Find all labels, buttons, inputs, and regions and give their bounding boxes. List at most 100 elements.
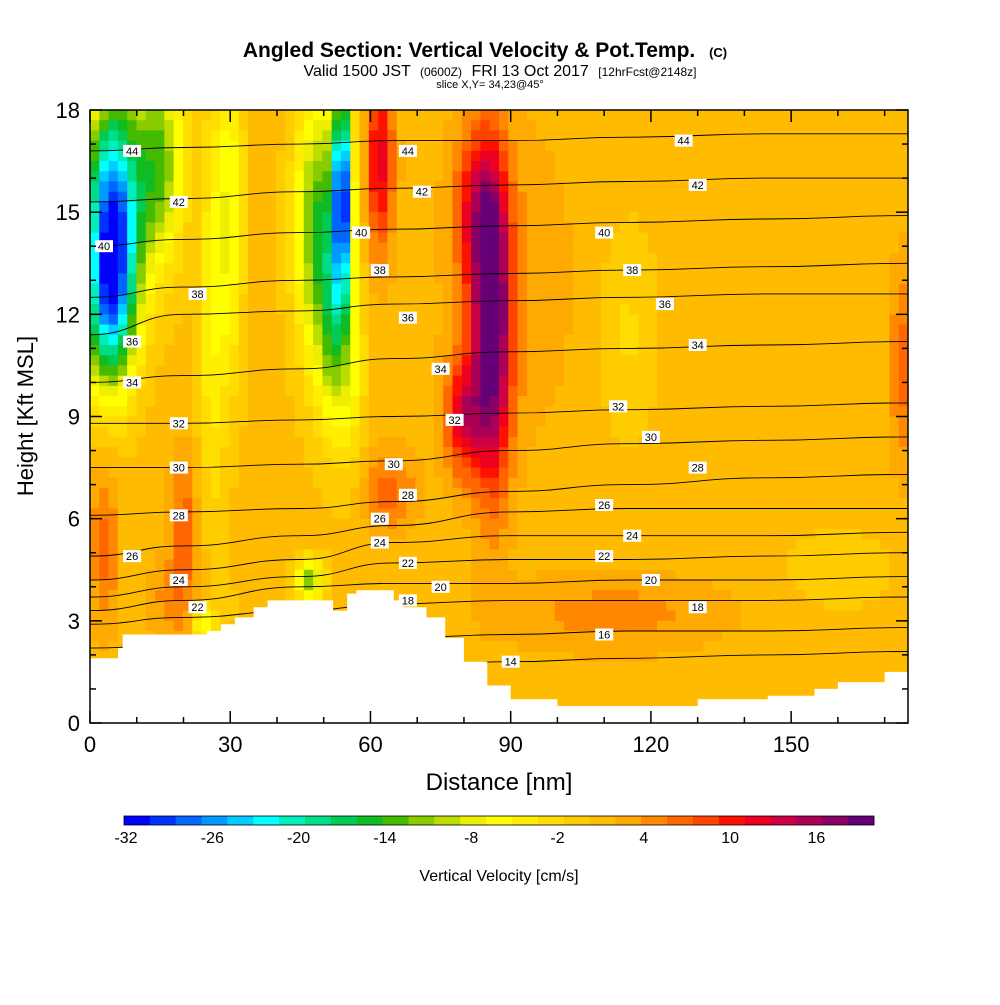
- velocity-cell: [629, 590, 640, 601]
- velocity-cell: [657, 324, 667, 336]
- velocity-cell: [489, 631, 500, 642]
- velocity-cell: [684, 355, 695, 367]
- velocity-cell: [573, 661, 584, 673]
- velocity-cell: [201, 498, 212, 510]
- velocity-cell: [759, 242, 770, 254]
- velocity-cell: [275, 396, 286, 407]
- velocity-cell: [517, 641, 528, 653]
- velocity-cell: [489, 120, 500, 132]
- velocity-cell: [359, 477, 370, 489]
- velocity-cell: [629, 161, 640, 172]
- velocity-cell: [90, 181, 100, 193]
- velocity-cell: [350, 314, 361, 326]
- velocity-cell: [564, 549, 574, 561]
- velocity-cell: [452, 283, 463, 295]
- velocity-cell: [591, 447, 602, 458]
- velocity-cell: [749, 385, 760, 397]
- velocity-cell: [266, 120, 277, 132]
- velocity-cell: [629, 436, 640, 448]
- velocity-cell: [768, 528, 779, 540]
- velocity-cell: [573, 620, 584, 632]
- velocity-cell: [294, 406, 305, 418]
- velocity-cell: [545, 457, 556, 469]
- velocity-cell: [285, 355, 296, 367]
- velocity-cell: [99, 396, 110, 407]
- velocity-cell: [796, 508, 807, 520]
- velocity-cell: [675, 671, 686, 683]
- velocity-cell: [787, 488, 798, 499]
- velocity-cell: [638, 528, 649, 540]
- velocity-cell: [229, 488, 240, 499]
- velocity-cell: [331, 242, 342, 254]
- velocity-cell: [155, 477, 165, 489]
- velocity-cell: [136, 416, 147, 428]
- velocity-cell: [805, 682, 816, 693]
- velocity-cell: [610, 600, 621, 612]
- velocity-cell: [433, 212, 444, 223]
- velocity-cell: [285, 477, 296, 489]
- velocity-cell: [638, 467, 649, 479]
- velocity-cell: [554, 283, 565, 295]
- velocity-cell: [331, 498, 342, 510]
- velocity-cell: [657, 590, 667, 601]
- velocity-cell: [731, 620, 742, 632]
- velocity-cell: [433, 242, 444, 254]
- velocity-cell: [443, 539, 454, 550]
- velocity-cell: [461, 110, 472, 121]
- velocity-cell: [740, 222, 751, 234]
- velocity-cell: [740, 416, 751, 428]
- velocity-cell: [452, 508, 463, 520]
- velocity-cell: [248, 253, 258, 264]
- velocity-cell: [545, 375, 556, 387]
- velocity-cell: [266, 365, 277, 377]
- velocity-cell: [108, 365, 119, 377]
- velocity-cell: [749, 334, 760, 346]
- velocity-cell: [591, 110, 602, 121]
- velocity-cell: [294, 467, 305, 479]
- velocity-cell: [285, 426, 296, 438]
- velocity-cell: [684, 498, 695, 510]
- velocity-cell: [127, 620, 138, 632]
- velocity-cell: [461, 426, 472, 438]
- velocity-cell: [675, 161, 686, 172]
- velocity-cell: [145, 242, 156, 254]
- velocity-cell: [740, 293, 751, 305]
- velocity-cell: [433, 457, 444, 469]
- velocity-cell: [99, 559, 110, 571]
- velocity-cell: [415, 130, 426, 142]
- velocity-cell: [415, 253, 426, 264]
- velocity-cell: [136, 518, 147, 530]
- velocity-cell: [833, 273, 844, 285]
- velocity-cell: [777, 385, 788, 397]
- velocity-cell: [368, 324, 379, 336]
- velocity-cell: [480, 273, 491, 285]
- velocity-cell: [220, 508, 231, 520]
- velocity-cell: [192, 620, 203, 632]
- velocity-cell: [248, 467, 258, 479]
- velocity-cell: [359, 518, 370, 530]
- velocity-cell: [842, 671, 853, 683]
- velocity-cell: [145, 600, 156, 612]
- velocity-cell: [489, 426, 500, 438]
- velocity-cell: [155, 334, 165, 346]
- velocity-cell: [610, 304, 621, 315]
- velocity-cell: [805, 559, 816, 571]
- velocity-cell: [182, 406, 193, 418]
- velocity-cell: [257, 314, 268, 326]
- velocity-cell: [220, 426, 231, 438]
- velocity-cell: [536, 508, 547, 520]
- velocity-cell: [815, 641, 825, 653]
- velocity-cell: [759, 304, 770, 315]
- velocity-cell: [192, 334, 203, 346]
- velocity-cell: [638, 273, 649, 285]
- velocity-cell: [536, 110, 547, 121]
- velocity-cell: [489, 253, 500, 264]
- velocity-cell: [731, 457, 742, 469]
- velocity-cell: [666, 120, 677, 132]
- velocity-cell: [127, 467, 138, 479]
- velocity-cell: [424, 212, 435, 223]
- velocity-cell: [564, 396, 574, 407]
- velocity-cell: [331, 569, 342, 581]
- velocity-cell: [601, 600, 612, 612]
- velocity-cell: [610, 242, 621, 254]
